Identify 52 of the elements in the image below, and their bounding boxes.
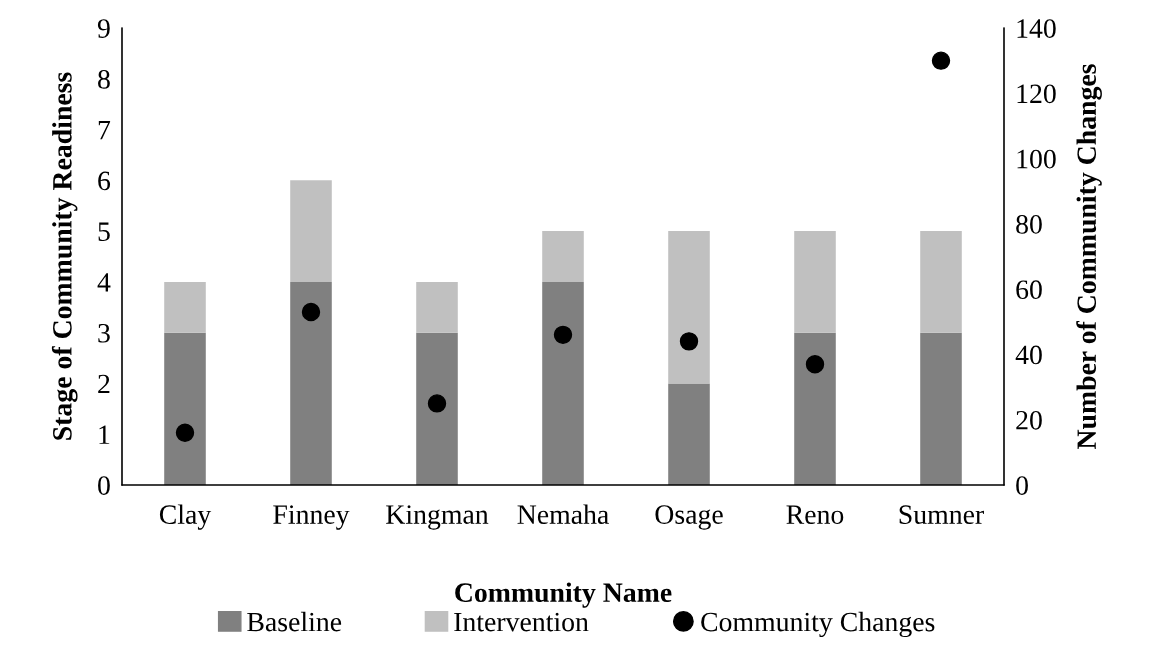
x-axis-title: Community Name (455, 582, 672, 608)
bar (668, 383, 710, 485)
point (931, 51, 951, 70)
bar (794, 332, 836, 485)
x-tick-label: Nemaha (517, 504, 609, 524)
y2-tick-label: 120 (1017, 84, 1056, 104)
y2-tick-label: 60 (1016, 280, 1042, 300)
bar (290, 281, 332, 485)
x-tick-label: Finney (273, 505, 350, 530)
y2-tick-label: 20 (1016, 410, 1042, 430)
y-tick-label: 0 (98, 476, 110, 495)
point (805, 355, 825, 374)
x-tick-label: Clay (159, 504, 212, 530)
y-tick-label: 2 (98, 374, 110, 394)
y-tick-label: 3 (98, 323, 110, 343)
bar (416, 332, 458, 485)
point (427, 394, 447, 413)
bar (164, 281, 206, 333)
bar (542, 231, 584, 282)
y-tick-label: 4 (97, 273, 111, 292)
bar (542, 281, 584, 485)
x-tick-label: Osage (655, 505, 723, 530)
bar (920, 332, 962, 485)
point (301, 302, 321, 322)
y2-tick-label: 80 (1016, 215, 1042, 234)
bar (290, 180, 332, 282)
y-tick-label: 6 (98, 171, 111, 191)
y-axis-title: Stage of Community Readiness (51, 72, 78, 440)
x-tick-label: Kingman (386, 505, 489, 530)
x-tick-label: Reno (786, 505, 844, 524)
y2-tick-label: 140 (1017, 19, 1056, 38)
y-tick-label: 7 (98, 121, 111, 140)
legend-label: Baseline (247, 611, 342, 632)
y2-tick-label: 0 (1016, 476, 1028, 495)
y2-tick-label: 40 (1015, 345, 1042, 365)
legend-label: Intervention (454, 612, 589, 632)
bar (164, 332, 206, 485)
legend-label: Community Changes (701, 611, 935, 638)
y-tick-label: 8 (98, 69, 110, 89)
y-tick-label: 1 (99, 425, 110, 444)
bar (794, 231, 836, 333)
y2-tick-label: 100 (1017, 149, 1056, 169)
x-tick-label: Sumner (899, 505, 984, 524)
y-tick-label: 9 (97, 19, 110, 38)
point (175, 423, 195, 442)
bar (668, 231, 710, 384)
point (679, 332, 699, 351)
bar (416, 281, 458, 333)
y-tick-label: 5 (98, 222, 110, 242)
point (553, 325, 573, 345)
y2-axis-title: Number of Community Changes (1076, 64, 1102, 450)
bar (920, 231, 962, 333)
